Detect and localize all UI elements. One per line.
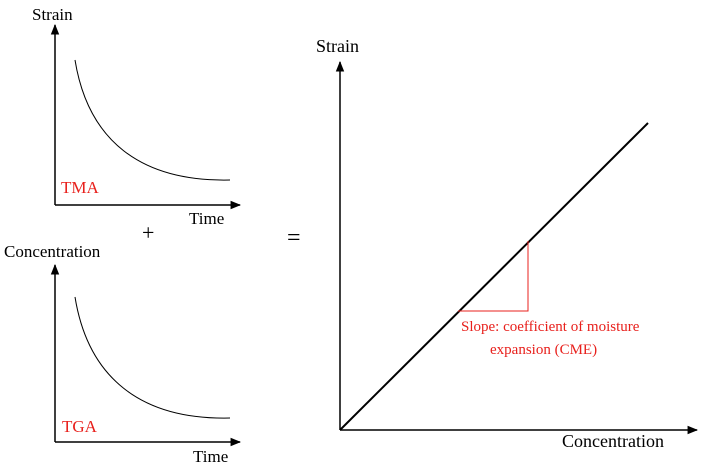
tga-tag: TGA (62, 417, 98, 436)
tma-plot: Strain Time TMA (32, 5, 242, 228)
tga-y-axis-label: Concentration (4, 242, 101, 261)
result-x-axis-label: Concentration (562, 431, 664, 451)
linear-fit-line (339, 122, 649, 431)
slope-annotation-line-2: expansion (CME) (490, 342, 597, 358)
plus-sign: + (142, 220, 154, 245)
tga-plot: Concentration Time TGA (4, 242, 242, 466)
result-y-axis-label: Strain (316, 36, 359, 56)
slope-annotation-line-1: Slope: coefficient of moisture (461, 319, 640, 335)
tga-decay-curve (74, 296, 231, 419)
tma-decay-curve (74, 59, 231, 181)
tma-y-axis-label: Strain (32, 5, 73, 24)
strain-vs-concentration-plot: Strain Concentration Slope: coefficient … (316, 36, 699, 451)
tma-x-axis-label: Time (189, 209, 224, 228)
tga-x-axis-label: Time (193, 447, 228, 466)
slope-triangle (458, 241, 529, 312)
equals-sign: = (287, 225, 301, 251)
tma-tag: TMA (61, 178, 100, 197)
